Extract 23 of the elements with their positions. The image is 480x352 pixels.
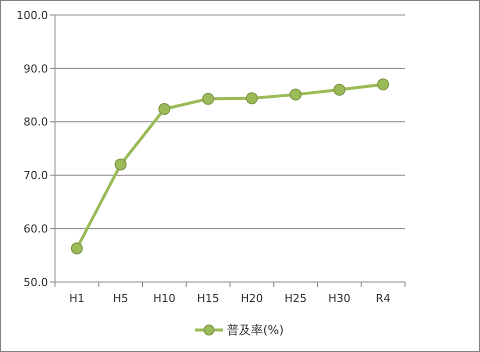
- point: [377, 78, 390, 90]
- y-tick-label: 80.0: [24, 116, 48, 129]
- y-tick-label: 90.0: [24, 62, 48, 76]
- point: [202, 92, 214, 105]
- point: [290, 88, 302, 101]
- x-tick-label: H15: [196, 292, 220, 305]
- point: [246, 92, 258, 104]
- x-tick-label: R4: [376, 292, 390, 305]
- legend-label: 普及率(%): [227, 323, 284, 338]
- x-tick-label: H30: [328, 292, 351, 305]
- point: [70, 242, 83, 254]
- x-tick-label: H25: [284, 292, 307, 305]
- x-tick-label: H20: [240, 292, 264, 305]
- y-tick-label: 50.0: [24, 276, 48, 289]
- x-tick-label: H10: [153, 292, 176, 305]
- point: [333, 84, 346, 96]
- y-tick-label: 70.0: [24, 169, 48, 182]
- x-tick-label: H5: [112, 292, 128, 305]
- x-tick-label: H1: [69, 292, 85, 305]
- point: [158, 102, 170, 115]
- y-tick-label: 100.0: [16, 8, 48, 22]
- y-tick-label: 60.0: [24, 222, 48, 236]
- point: [114, 158, 127, 171]
